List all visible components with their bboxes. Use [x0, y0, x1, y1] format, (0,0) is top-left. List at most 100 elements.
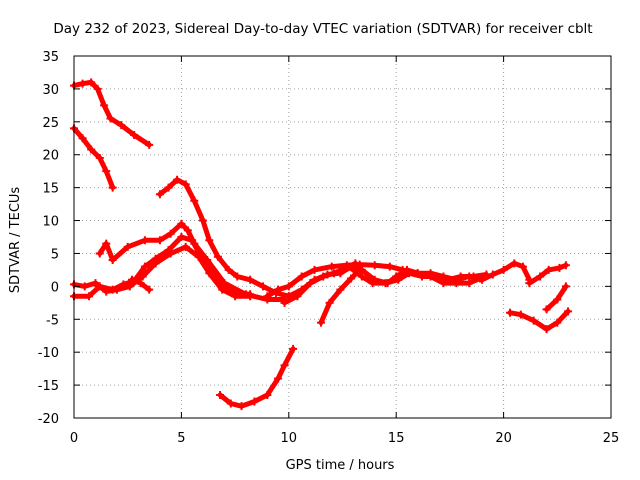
data-point — [564, 307, 573, 316]
data-point — [190, 196, 199, 205]
data-point — [306, 279, 315, 288]
data-point — [233, 272, 242, 281]
y-axis-label: SDTVAR / TECUs — [8, 187, 23, 294]
data-point — [181, 242, 190, 251]
data-point — [430, 272, 439, 281]
data-point — [216, 390, 225, 399]
series-arc-7-markers — [127, 275, 154, 294]
data-point — [95, 249, 104, 258]
data-point — [329, 269, 338, 278]
series-layer — [70, 78, 573, 411]
series-arc-11-markers — [317, 265, 364, 327]
series-arc-2 — [71, 125, 116, 191]
data-point — [177, 233, 186, 241]
data-point — [274, 285, 283, 294]
data-point — [166, 229, 175, 238]
data-point — [213, 252, 222, 261]
data-point — [482, 270, 491, 279]
data-point — [263, 390, 272, 399]
data-point — [226, 399, 235, 408]
data-point — [205, 269, 214, 278]
data-point — [164, 183, 173, 192]
data-point — [274, 374, 283, 383]
data-point — [78, 79, 87, 88]
data-point — [544, 265, 553, 274]
data-point — [310, 265, 319, 274]
data-point — [452, 279, 461, 288]
data-point — [177, 219, 186, 228]
data-point — [465, 279, 474, 288]
data-point — [246, 275, 255, 284]
data-point — [188, 236, 197, 245]
data-point — [553, 295, 562, 304]
series-arc-4-markers — [95, 219, 289, 304]
data-point — [456, 272, 465, 281]
y-tick-label: 0 — [51, 280, 59, 295]
data-point — [443, 275, 452, 284]
data-point — [102, 167, 111, 176]
data-point — [553, 318, 562, 327]
grid — [74, 56, 611, 418]
data-point — [231, 292, 240, 301]
y-tick-label: -15 — [38, 379, 59, 394]
data-point — [155, 190, 164, 199]
data-point — [166, 249, 175, 258]
data-point — [151, 259, 160, 268]
data-point — [561, 261, 570, 270]
x-tick-label: 0 — [70, 431, 78, 446]
data-point — [183, 226, 192, 235]
series-arc-2-markers — [70, 124, 117, 192]
series-arc-13-markers — [506, 307, 573, 334]
x-axis-label: GPS time / hours — [286, 458, 395, 473]
ticks: 0 5 10 15 20 25 -20 -15 -10 -5 0 5 10 15 20 25 30 35 — [38, 50, 620, 446]
data-point — [100, 101, 109, 110]
data-point — [381, 279, 390, 288]
data-point — [108, 256, 117, 265]
data-point — [80, 282, 89, 291]
data-point — [297, 272, 306, 281]
y-tick-label: 30 — [42, 83, 59, 98]
data-point — [368, 279, 377, 288]
x-tick-label: 20 — [495, 431, 512, 446]
data-point — [218, 285, 227, 294]
data-point — [140, 236, 149, 245]
data-point — [280, 298, 289, 307]
data-point — [542, 325, 551, 334]
data-point — [336, 285, 345, 294]
x-tick-label: 5 — [177, 431, 185, 446]
data-point — [280, 361, 289, 370]
data-point — [205, 236, 214, 245]
x-tick-label: 15 — [388, 431, 405, 446]
data-point — [91, 279, 100, 288]
data-point — [145, 140, 154, 149]
data-point — [518, 262, 527, 271]
data-point — [85, 292, 94, 301]
y-tick-label: 15 — [42, 182, 59, 197]
data-point — [95, 154, 104, 163]
data-point — [102, 287, 111, 296]
data-point — [394, 275, 403, 284]
y-tick-label: 5 — [51, 247, 59, 262]
data-point — [263, 292, 272, 301]
data-point — [499, 265, 508, 274]
data-point — [93, 84, 102, 93]
data-point — [325, 298, 334, 307]
data-point — [155, 236, 164, 245]
data-point — [194, 252, 203, 261]
data-point — [246, 292, 255, 301]
data-point — [181, 180, 190, 189]
data-point — [78, 134, 87, 143]
x-tick-label: 25 — [603, 431, 620, 446]
data-point — [127, 275, 136, 284]
data-point — [289, 344, 298, 353]
series-arc-14-markers — [542, 282, 570, 314]
data-point — [198, 216, 207, 225]
data-point — [138, 272, 147, 281]
data-point — [357, 272, 366, 281]
data-point — [87, 145, 96, 154]
series-arc-1-markers — [70, 78, 154, 149]
data-point — [173, 175, 182, 184]
data-point — [536, 272, 545, 281]
y-tick-label: -5 — [46, 313, 59, 328]
data-point — [351, 259, 360, 268]
